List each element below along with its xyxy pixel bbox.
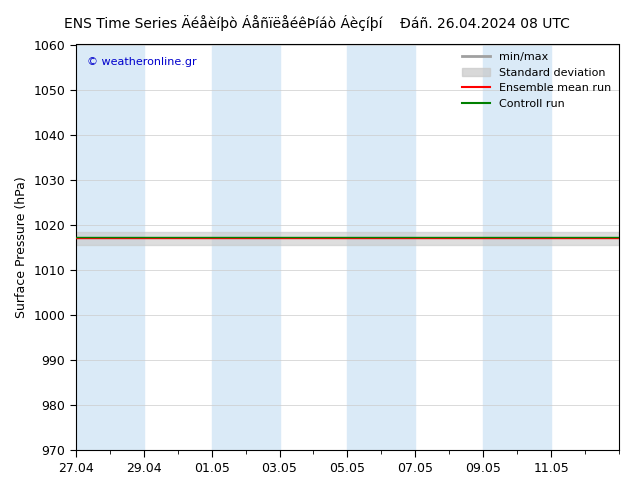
- Bar: [76, 45, 144, 450]
- Legend: min/max, Standard deviation, Ensemble mean run, Controll run: min/max, Standard deviation, Ensemble me…: [458, 48, 616, 113]
- Bar: [483, 45, 551, 450]
- Text: ENS Time Series Äéåèíþò ÁåñïëåéêÞíáò Áèçíþí    Ðáñ. 26.04.2024 08 UTC: ENS Time Series Äéåèíþò ÁåñïëåéêÞíáò Áèç…: [64, 15, 570, 31]
- Y-axis label: Surface Pressure (hPa): Surface Pressure (hPa): [15, 176, 28, 318]
- Bar: [347, 45, 415, 450]
- Text: © weatheronline.gr: © weatheronline.gr: [87, 57, 197, 67]
- Bar: [212, 45, 280, 450]
